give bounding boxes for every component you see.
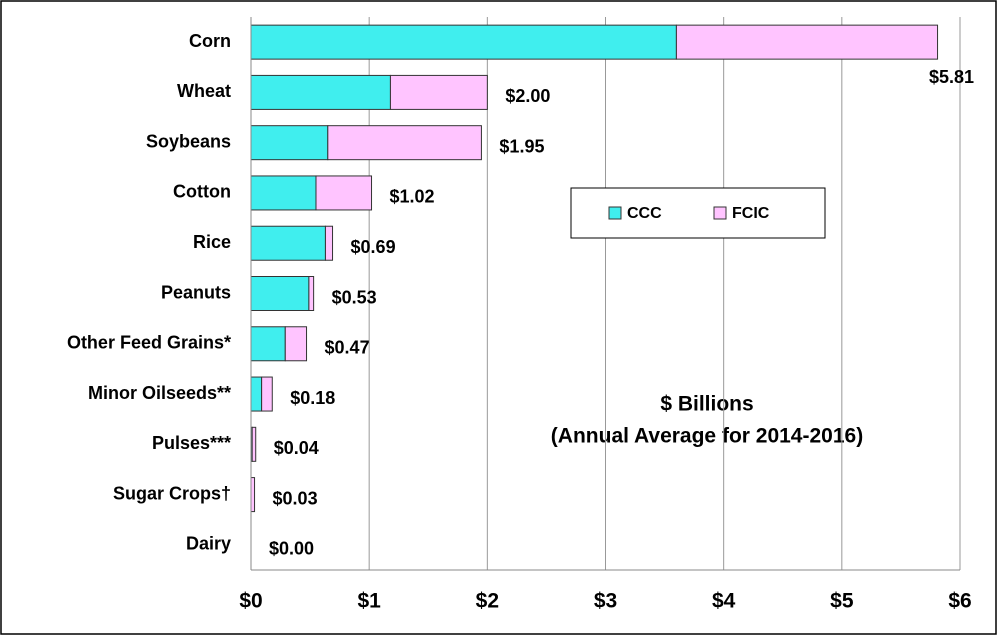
y-tick-label: Cotton [173, 182, 231, 202]
value-label: $2.00 [505, 86, 550, 106]
bar-segment [250, 225, 326, 261]
x-tick-label: $4 [712, 590, 736, 613]
value-label: $1.95 [499, 136, 544, 156]
y-tick-label: Other Feed Grains* [67, 333, 231, 353]
annotation: (Annual Average for 2014-2016) [551, 425, 863, 448]
legend-label: CCC [627, 205, 662, 222]
x-tick-label: $3 [594, 590, 617, 613]
legend-swatch [713, 206, 727, 220]
bar-segment [250, 477, 256, 513]
bar-segment [327, 125, 482, 161]
bar-segment [250, 125, 329, 161]
bar-segment [250, 175, 317, 211]
bar-segment [389, 74, 488, 110]
value-label: $0.47 [325, 338, 370, 358]
x-tick-label: $5 [830, 590, 854, 613]
x-tick-label: $2 [476, 590, 499, 613]
y-tick-label: Rice [193, 232, 231, 252]
bar-segment [251, 426, 257, 462]
bar-segment [250, 74, 391, 110]
x-tick-label: $1 [357, 590, 381, 613]
bar-segment [250, 376, 263, 412]
bar-segment [261, 376, 273, 412]
y-tick-label: Pulses*** [152, 433, 231, 453]
legend-label: FCIC [732, 205, 770, 222]
y-tick-label: Sugar Crops† [113, 483, 231, 503]
x-tick-label: $0 [239, 590, 262, 613]
bar-segment [250, 326, 286, 362]
y-tick-label: Minor Oilseeds** [88, 383, 231, 403]
y-tick-label: Wheat [177, 81, 231, 101]
value-label: $0.53 [332, 287, 377, 307]
x-tick-label: $6 [948, 590, 971, 613]
value-label: $0.18 [290, 388, 335, 408]
y-tick-label: Peanuts [161, 282, 231, 302]
y-tick-label: Soybeans [146, 131, 231, 151]
annotation: $ Billions [660, 393, 753, 416]
y-tick-label: Dairy [186, 534, 231, 554]
value-label: $1.02 [390, 187, 435, 207]
value-label: $0.03 [273, 488, 318, 508]
bar-segment [675, 24, 939, 60]
value-label: $5.81 [929, 67, 974, 87]
bar-segment [315, 175, 373, 211]
bar-segment [284, 326, 308, 362]
bar-segment [308, 276, 315, 311]
value-label: $0.69 [351, 237, 396, 257]
bar-segment [250, 24, 677, 60]
bar-segment [250, 276, 310, 311]
value-label: $0.04 [274, 438, 319, 458]
y-tick-label: Corn [189, 31, 231, 51]
legend-swatch [608, 206, 622, 220]
bar-segment [324, 225, 334, 261]
value-label: $0.00 [269, 539, 314, 559]
